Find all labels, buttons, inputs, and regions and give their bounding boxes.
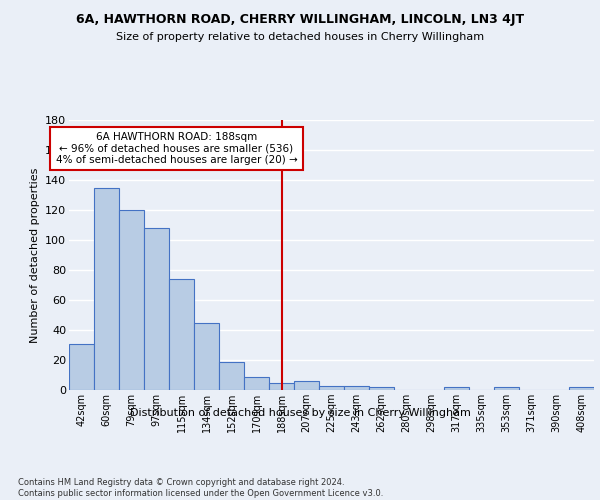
Bar	[569, 387, 594, 390]
Text: 6A HAWTHORN ROAD: 188sqm
← 96% of detached houses are smaller (536)
4% of semi-d: 6A HAWTHORN ROAD: 188sqm ← 96% of detach…	[56, 132, 298, 165]
Bar	[444, 387, 469, 390]
Bar	[194, 322, 219, 390]
Bar	[369, 387, 394, 390]
Bar	[69, 344, 94, 390]
Bar	[294, 381, 319, 390]
Bar	[269, 382, 294, 390]
Y-axis label: Number of detached properties: Number of detached properties	[29, 168, 40, 342]
Bar	[144, 228, 169, 390]
Text: Contains HM Land Registry data © Crown copyright and database right 2024.
Contai: Contains HM Land Registry data © Crown c…	[18, 478, 383, 498]
Bar	[494, 387, 519, 390]
Bar	[169, 279, 194, 390]
Bar	[344, 386, 369, 390]
Bar	[219, 362, 244, 390]
Bar	[319, 386, 344, 390]
Bar	[244, 376, 269, 390]
Text: Size of property relative to detached houses in Cherry Willingham: Size of property relative to detached ho…	[116, 32, 484, 42]
Bar	[94, 188, 119, 390]
Text: Distribution of detached houses by size in Cherry Willingham: Distribution of detached houses by size …	[130, 408, 470, 418]
Text: 6A, HAWTHORN ROAD, CHERRY WILLINGHAM, LINCOLN, LN3 4JT: 6A, HAWTHORN ROAD, CHERRY WILLINGHAM, LI…	[76, 12, 524, 26]
Bar	[119, 210, 144, 390]
